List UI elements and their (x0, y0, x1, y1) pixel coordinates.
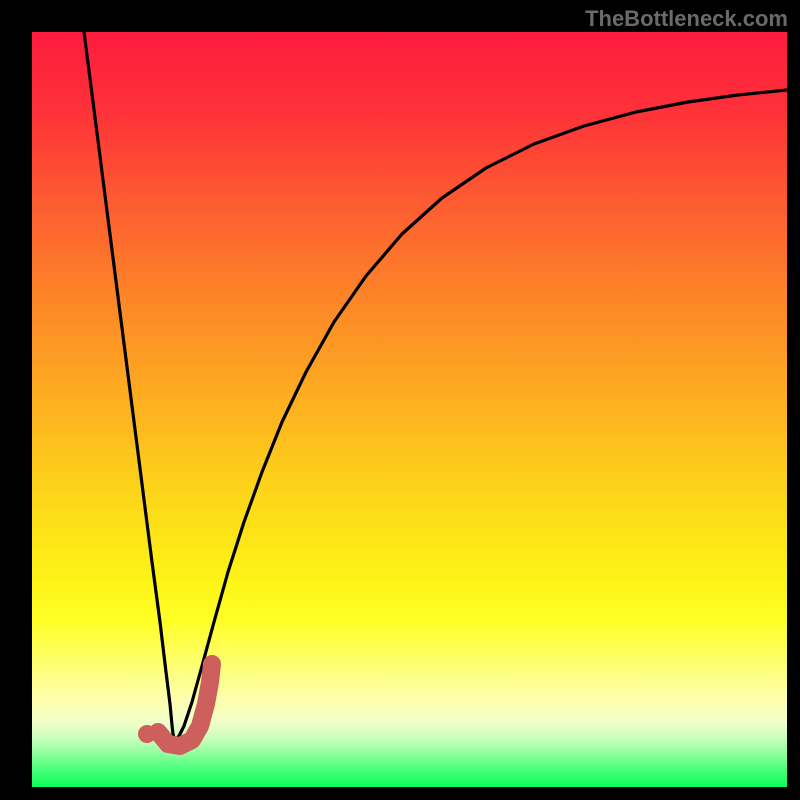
watermark: TheBottleneck.com (585, 6, 788, 32)
chart-svg (32, 32, 787, 787)
bottleneck-curve (84, 32, 787, 739)
chart-plot-area (32, 32, 787, 787)
